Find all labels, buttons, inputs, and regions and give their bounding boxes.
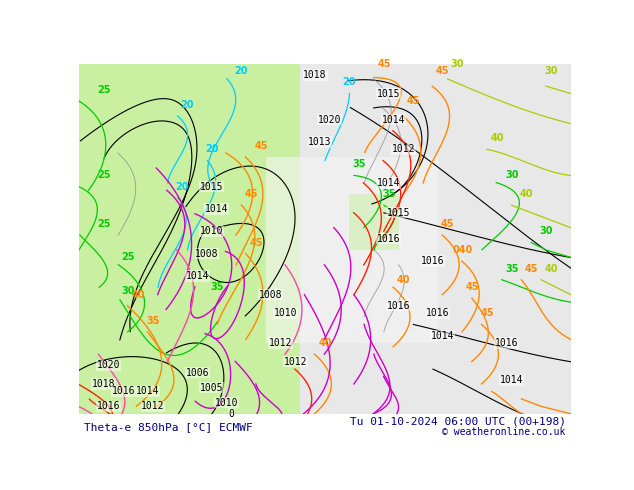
Text: 1008: 1008 bbox=[195, 248, 219, 259]
FancyBboxPatch shape bbox=[79, 414, 571, 436]
Text: 1015: 1015 bbox=[377, 89, 401, 98]
Text: 1014: 1014 bbox=[377, 178, 401, 188]
Text: 1016: 1016 bbox=[97, 401, 120, 411]
Text: © weatheronline.co.uk: © weatheronline.co.uk bbox=[443, 427, 566, 437]
Text: 45: 45 bbox=[436, 66, 450, 76]
Text: 45: 45 bbox=[441, 219, 455, 229]
Text: 30: 30 bbox=[122, 286, 135, 296]
Text: 1016: 1016 bbox=[112, 387, 135, 396]
Text: 40: 40 bbox=[490, 133, 503, 143]
Text: 040: 040 bbox=[453, 245, 472, 255]
Text: 1016: 1016 bbox=[421, 256, 445, 266]
Text: 25: 25 bbox=[97, 85, 110, 95]
Text: 40: 40 bbox=[318, 338, 332, 348]
Text: 1014: 1014 bbox=[431, 331, 455, 341]
Text: 30: 30 bbox=[505, 171, 519, 180]
Text: 1014: 1014 bbox=[500, 375, 524, 385]
Text: 1015: 1015 bbox=[387, 208, 410, 218]
FancyBboxPatch shape bbox=[301, 64, 571, 417]
Text: 35: 35 bbox=[210, 282, 224, 292]
Text: 1010: 1010 bbox=[200, 226, 224, 236]
Text: 1016: 1016 bbox=[377, 234, 401, 244]
Text: 25: 25 bbox=[122, 252, 135, 263]
Text: 1012: 1012 bbox=[283, 357, 307, 367]
Text: 45: 45 bbox=[245, 189, 258, 199]
Text: 1014: 1014 bbox=[136, 387, 160, 396]
Text: 30: 30 bbox=[540, 226, 553, 236]
Text: 45: 45 bbox=[406, 96, 420, 106]
Text: 45: 45 bbox=[481, 308, 494, 318]
Text: 1020: 1020 bbox=[318, 115, 342, 124]
Text: 35: 35 bbox=[146, 316, 160, 326]
FancyBboxPatch shape bbox=[349, 194, 399, 250]
Text: 40: 40 bbox=[520, 189, 533, 199]
Text: 1010: 1010 bbox=[215, 397, 238, 408]
Text: 1013: 1013 bbox=[308, 137, 332, 147]
Text: 20: 20 bbox=[176, 182, 189, 192]
Text: 45: 45 bbox=[377, 59, 391, 69]
Text: Tu 01-10-2024 06:00 UTC (00+198): Tu 01-10-2024 06:00 UTC (00+198) bbox=[350, 417, 566, 427]
Text: 1015: 1015 bbox=[200, 182, 224, 192]
Text: 1016: 1016 bbox=[426, 308, 450, 318]
Text: 1016: 1016 bbox=[387, 301, 410, 311]
Text: 45: 45 bbox=[524, 264, 538, 273]
Text: 20: 20 bbox=[205, 145, 219, 154]
Text: Theta-e 850hPa [°C] ECMWF: Theta-e 850hPa [°C] ECMWF bbox=[84, 422, 253, 432]
Text: 1012: 1012 bbox=[269, 338, 292, 348]
Text: 1010: 1010 bbox=[274, 308, 297, 318]
Text: 45: 45 bbox=[465, 282, 479, 292]
Text: 40: 40 bbox=[131, 290, 145, 299]
Text: 30: 30 bbox=[544, 66, 558, 76]
Text: 20: 20 bbox=[235, 66, 248, 76]
Text: 20: 20 bbox=[343, 77, 356, 87]
Text: 1020: 1020 bbox=[97, 360, 120, 370]
Text: 1014: 1014 bbox=[185, 271, 209, 281]
Text: 25: 25 bbox=[97, 219, 110, 229]
Text: 1016: 1016 bbox=[495, 338, 519, 348]
Text: 0: 0 bbox=[229, 409, 235, 419]
FancyBboxPatch shape bbox=[266, 157, 438, 343]
Text: 1012: 1012 bbox=[392, 145, 415, 154]
Text: 40: 40 bbox=[397, 275, 410, 285]
Text: 20: 20 bbox=[181, 100, 194, 110]
Text: 25: 25 bbox=[97, 171, 110, 180]
Text: 1018: 1018 bbox=[92, 379, 115, 389]
Text: 1012: 1012 bbox=[141, 401, 165, 411]
Text: 1018: 1018 bbox=[303, 70, 327, 80]
Text: 35: 35 bbox=[505, 264, 519, 273]
Text: 1005: 1005 bbox=[200, 383, 224, 392]
Text: 45: 45 bbox=[249, 238, 263, 247]
Text: 1008: 1008 bbox=[259, 290, 283, 299]
Text: 45: 45 bbox=[254, 141, 268, 151]
Text: 1014: 1014 bbox=[382, 115, 406, 124]
Text: 30: 30 bbox=[451, 59, 464, 69]
Text: 1006: 1006 bbox=[185, 368, 209, 378]
Text: 35: 35 bbox=[382, 189, 396, 199]
Text: 40: 40 bbox=[544, 264, 558, 273]
FancyBboxPatch shape bbox=[79, 64, 301, 417]
Text: 35: 35 bbox=[353, 159, 366, 170]
Text: 1014: 1014 bbox=[205, 204, 229, 214]
